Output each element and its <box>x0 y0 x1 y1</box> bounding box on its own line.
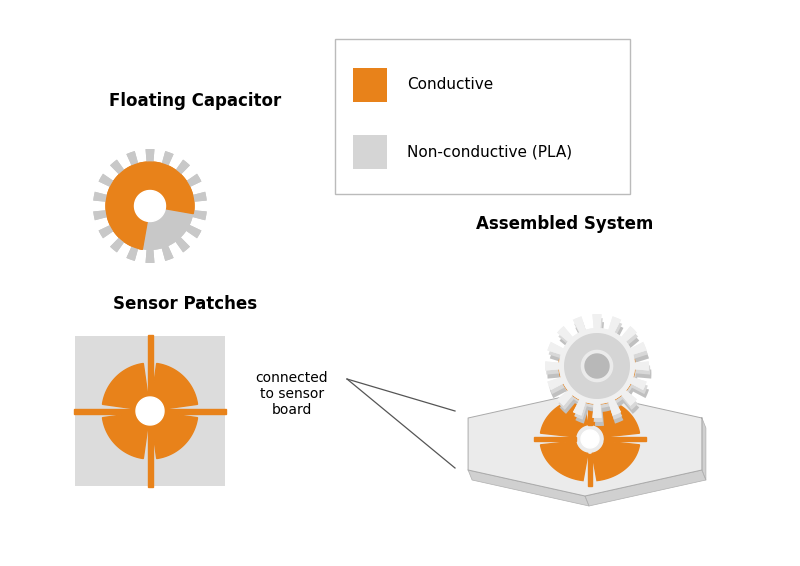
Text: Non-conductive (PLA): Non-conductive (PLA) <box>407 144 572 160</box>
Polygon shape <box>164 409 226 414</box>
Polygon shape <box>545 314 649 418</box>
Polygon shape <box>581 430 599 448</box>
Polygon shape <box>152 363 198 409</box>
Polygon shape <box>702 418 706 480</box>
Polygon shape <box>102 363 148 409</box>
Text: connected
to sensor
board: connected to sensor board <box>256 371 328 417</box>
Polygon shape <box>605 437 646 441</box>
Polygon shape <box>592 397 639 437</box>
Polygon shape <box>106 162 194 249</box>
Polygon shape <box>592 441 639 481</box>
Polygon shape <box>565 334 630 398</box>
Polygon shape <box>136 397 164 425</box>
Text: Assembled System: Assembled System <box>476 215 654 233</box>
Polygon shape <box>106 162 194 250</box>
Polygon shape <box>134 191 166 221</box>
Polygon shape <box>541 397 588 437</box>
Text: Floating Capacitor: Floating Capacitor <box>109 92 281 110</box>
Text: Sensor Patches: Sensor Patches <box>113 295 257 313</box>
Polygon shape <box>152 413 198 458</box>
Polygon shape <box>468 470 589 506</box>
Polygon shape <box>559 359 635 404</box>
Polygon shape <box>545 314 649 418</box>
Polygon shape <box>102 413 148 458</box>
Polygon shape <box>588 453 592 486</box>
Polygon shape <box>547 322 651 426</box>
FancyBboxPatch shape <box>353 68 387 102</box>
FancyBboxPatch shape <box>353 135 387 169</box>
Polygon shape <box>147 335 153 397</box>
Polygon shape <box>546 318 650 422</box>
Polygon shape <box>534 437 575 441</box>
Polygon shape <box>585 470 706 506</box>
Text: Conductive: Conductive <box>407 78 494 92</box>
FancyBboxPatch shape <box>335 39 630 194</box>
Polygon shape <box>74 409 136 414</box>
Polygon shape <box>94 149 206 263</box>
Polygon shape <box>134 191 166 221</box>
Polygon shape <box>541 441 588 481</box>
Polygon shape <box>589 387 606 406</box>
Polygon shape <box>94 149 206 263</box>
FancyBboxPatch shape <box>75 336 225 486</box>
Polygon shape <box>582 350 613 381</box>
Polygon shape <box>588 392 592 424</box>
Polygon shape <box>468 392 702 496</box>
Polygon shape <box>585 354 609 378</box>
Polygon shape <box>147 425 153 487</box>
